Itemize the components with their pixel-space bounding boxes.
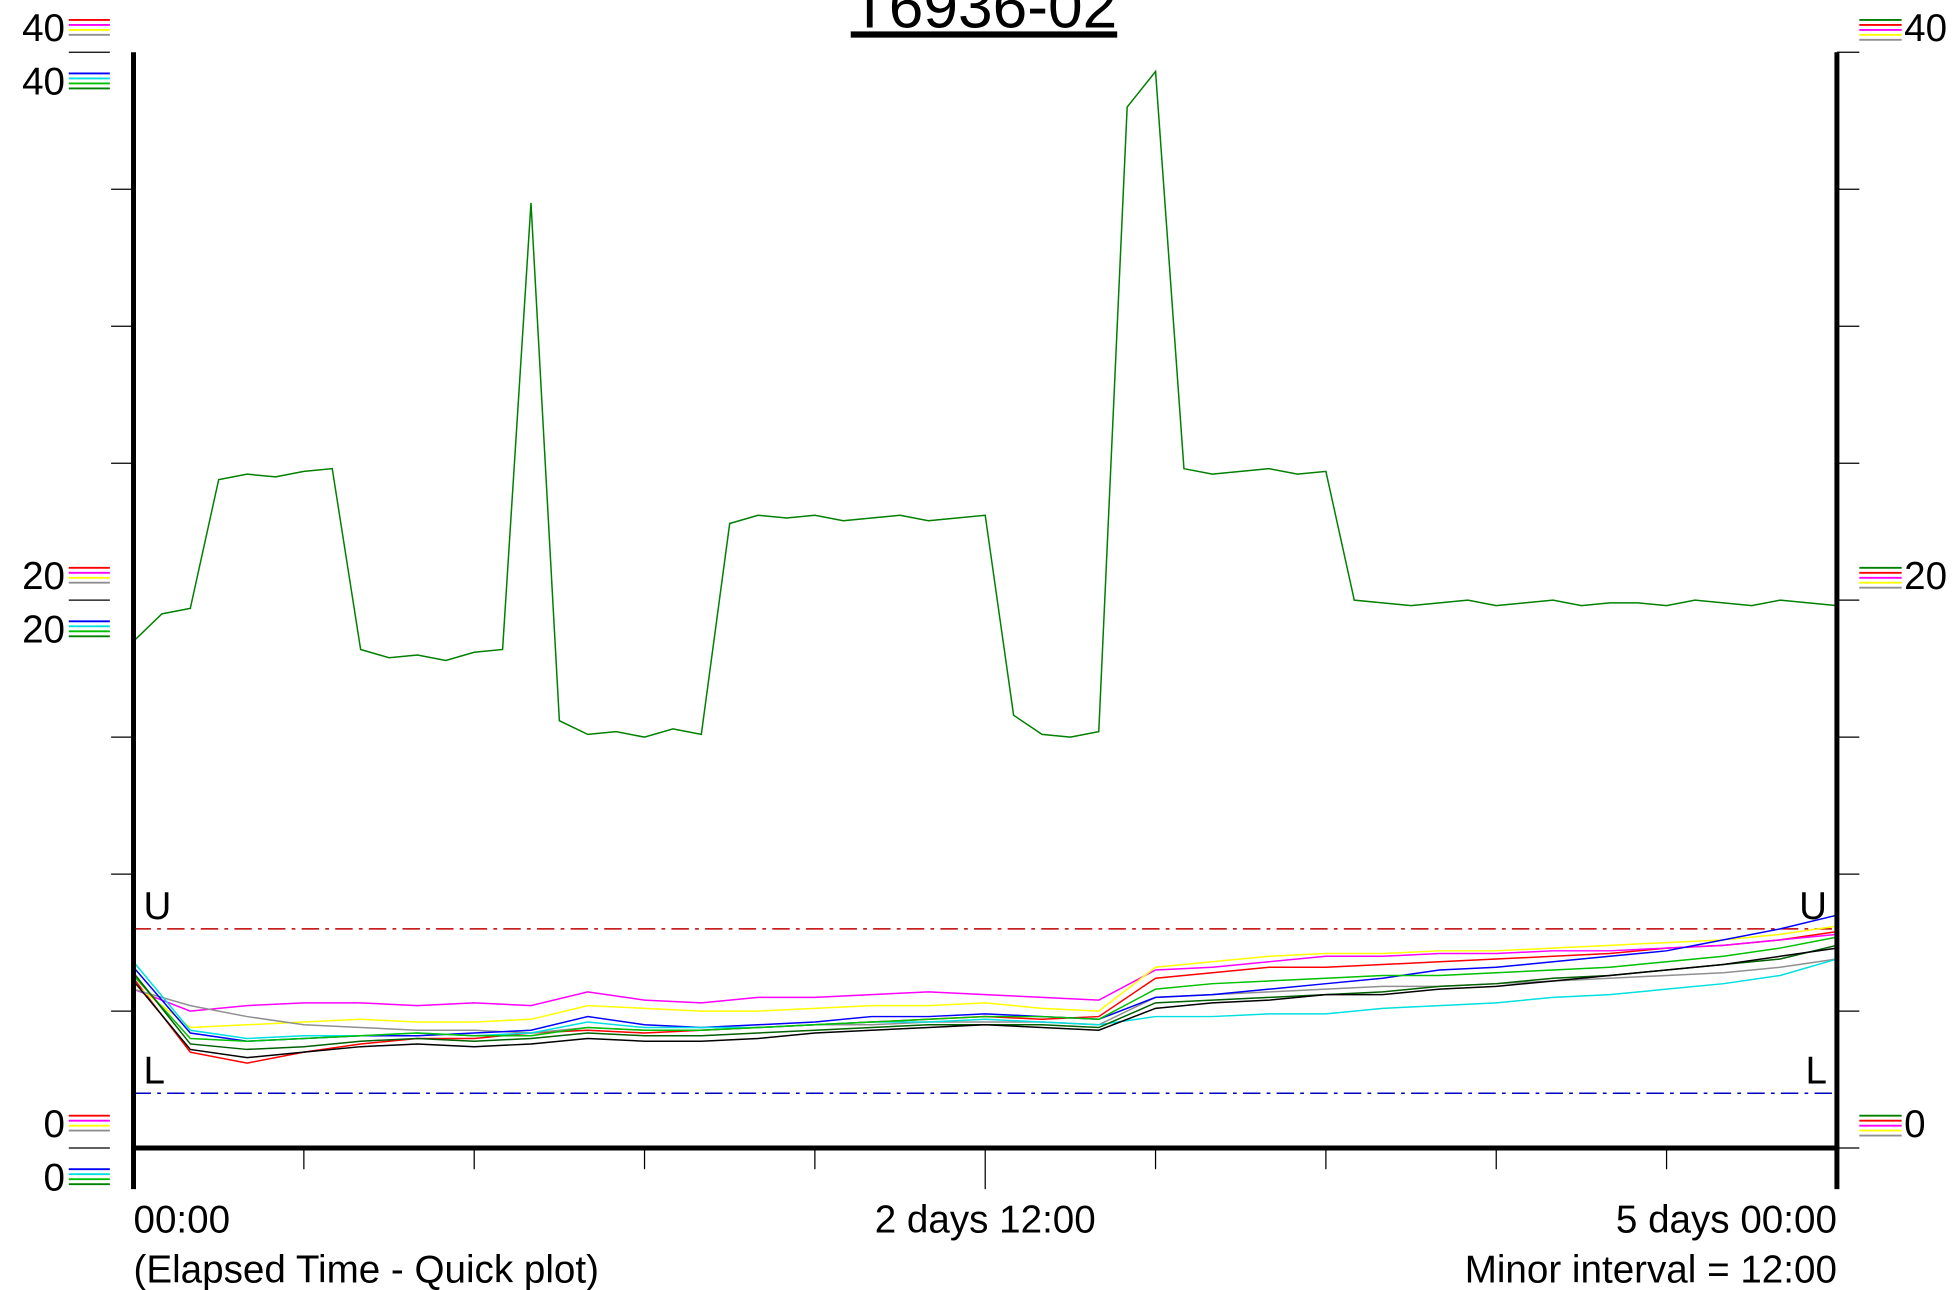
- series-line: [132, 958, 1838, 1040]
- limit-label: U: [143, 885, 171, 928]
- y-tick-label: 40: [22, 7, 65, 50]
- series-line: [133, 925, 1838, 1029]
- series-line: [132, 936, 1838, 1042]
- chart-title: T6936-02: [851, 0, 1117, 41]
- y3-tick-label: 0: [1904, 1103, 1925, 1146]
- minor-interval-note: Minor interval = 12:00: [1465, 1249, 1837, 1290]
- limit-label: L: [1805, 1049, 1826, 1092]
- y-tick-label: 20: [22, 555, 65, 598]
- y2-tick-label: 20: [22, 609, 65, 652]
- x-tick-label: 2 days 12:00: [875, 1199, 1096, 1242]
- series-line: [132, 69, 1837, 738]
- x-tick-label: 5 days 00:00: [1616, 1199, 1837, 1242]
- y3-tick-label: 20: [1904, 555, 1947, 598]
- x-axis-label: (Elapsed Time - Quick plot): [134, 1249, 599, 1290]
- y-tick-label: 0: [44, 1103, 65, 1146]
- x-tick-label: 00:00: [134, 1199, 231, 1242]
- y2-tick-label: 40: [22, 61, 65, 104]
- series-line: [132, 914, 1838, 1042]
- y3-tick-label: 40: [1904, 7, 1947, 50]
- series-line: [132, 947, 1838, 1059]
- y2-tick-label: 0: [44, 1156, 65, 1199]
- series-line: [133, 933, 1837, 1012]
- limit-label: L: [143, 1049, 164, 1092]
